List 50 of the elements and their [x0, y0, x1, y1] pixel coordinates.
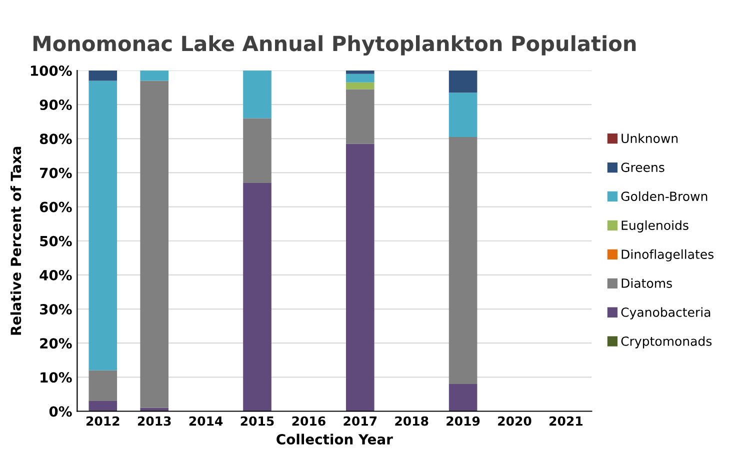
x-tick-label: 2017	[344, 416, 377, 426]
y-tick-label: 80%	[40, 134, 72, 144]
legend-label: Golden-Brown	[621, 191, 708, 202]
bar	[243, 70, 272, 118]
y-tick-label: 40%	[40, 270, 72, 280]
y-tick-label: 50%	[40, 236, 72, 246]
bar	[346, 70, 374, 74]
y-tick-label: 30%	[40, 304, 72, 314]
bar	[88, 401, 118, 412]
x-tick-label: 2016	[292, 416, 326, 426]
x-tick-label: 2018	[395, 416, 428, 426]
x-tick-label: 2013	[138, 416, 171, 426]
bar	[140, 80, 168, 408]
x-tick-label: 2020	[498, 416, 532, 426]
y-tick-label: 60%	[40, 202, 72, 212]
x-tick-label: 2019	[446, 416, 480, 426]
legend-label: Unknown	[622, 133, 678, 144]
y-tick-label: 70%	[40, 168, 72, 178]
y-tick-label: 0%	[49, 406, 72, 417]
bar	[88, 80, 118, 370]
x-tick-label: 2012	[86, 416, 120, 426]
chart-title: Monomonac Lake Annual Phytoplankton Population	[34, 35, 636, 56]
bar	[243, 182, 272, 412]
x-tick-label: 2015	[240, 416, 274, 426]
y-tick-label: 100%	[30, 65, 72, 76]
bar	[448, 136, 478, 384]
bar	[88, 370, 118, 402]
bar	[448, 92, 478, 137]
x-axis-title: Collection Year	[276, 434, 393, 445]
legend-label: Greens	[621, 162, 664, 172]
legend-label: Dinoflagellates	[622, 249, 714, 262]
y-tick-label: 90%	[40, 100, 72, 110]
bar	[140, 70, 168, 81]
x-tick-label: 2021	[550, 416, 582, 426]
y-tick-label: 10%	[40, 372, 72, 383]
bar	[346, 74, 374, 82]
bar	[448, 384, 478, 412]
bar	[448, 70, 478, 93]
bar	[346, 144, 374, 412]
y-tick-label: 20%	[40, 338, 72, 349]
legend-label: Cryptomonads	[621, 336, 712, 348]
legend-label: Cyanobacteria	[621, 307, 710, 320]
y-axis-title: Relative Percent of Taxa	[10, 146, 22, 335]
bar	[88, 70, 118, 81]
bar	[243, 118, 272, 183]
legend-label: Euglenoids	[622, 220, 688, 232]
x-tick-label: 2014	[189, 416, 223, 426]
bar	[346, 82, 374, 90]
legend-label: Diatoms	[622, 278, 672, 288]
bar	[346, 89, 374, 144]
